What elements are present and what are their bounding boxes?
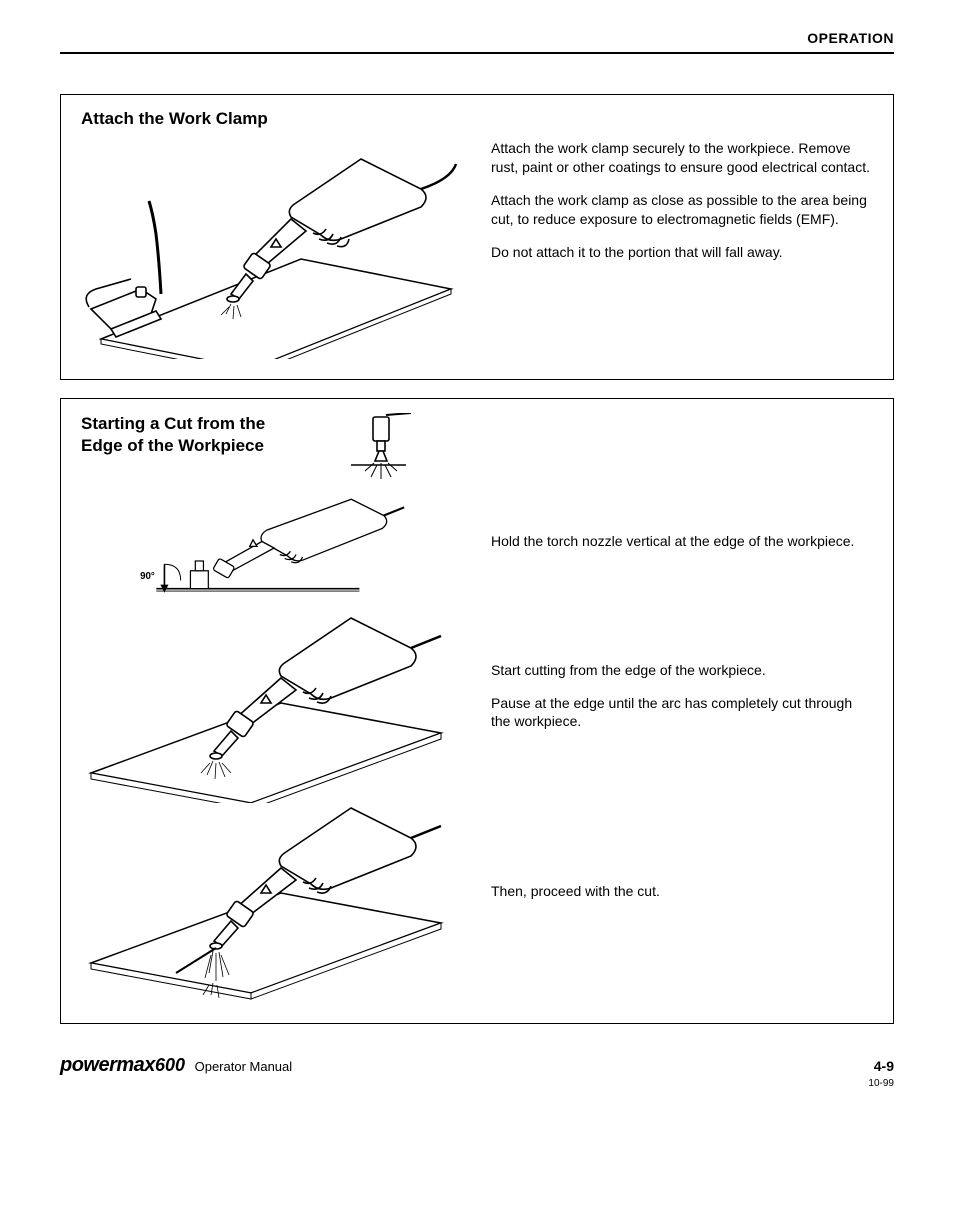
figure-step3-proceed xyxy=(81,793,451,1003)
step2-text: Start cutting from the edge of the workp… xyxy=(491,661,873,746)
panel-attach-work-clamp: Attach the Work Clamp xyxy=(60,94,894,380)
panel1-para1: Attach the work clamp securely to the wo… xyxy=(491,139,873,177)
angle-label: 90° xyxy=(140,571,155,582)
brand-name: powermax xyxy=(60,1054,155,1076)
step1-para: Hold the torch nozzle vertical at the ed… xyxy=(491,532,854,551)
panel2-title: Starting a Cut from the Edge of the Work… xyxy=(81,413,301,457)
step2-para-a: Start cutting from the edge of the workp… xyxy=(491,661,873,680)
panel1-para2: Attach the work clamp as close as possib… xyxy=(491,191,873,229)
page-footer: powermax600 Operator Manual 4-9 10-99 xyxy=(60,1054,894,1089)
step3-para: Then, proceed with the cut. xyxy=(491,882,660,901)
figure-step1-hold-vertical: 90° xyxy=(81,483,451,613)
step3-text: Then, proceed with the cut. xyxy=(491,882,660,915)
page-header: OPERATION xyxy=(60,30,894,54)
figure-torch-vertical-icon xyxy=(331,413,421,493)
step2-para-b: Pause at the edge until the arc has comp… xyxy=(491,694,873,732)
footer-left: powermax600 Operator Manual xyxy=(60,1054,292,1077)
brand-model: 600 xyxy=(155,1055,185,1075)
footer-date: 10-99 xyxy=(868,1078,894,1089)
panel1-para3: Do not attach it to the portion that wil… xyxy=(491,243,873,262)
page-number: 4-9 xyxy=(868,1058,894,1074)
manual-label: Operator Manual xyxy=(195,1059,293,1074)
figure-work-clamp xyxy=(81,139,461,359)
section-label: OPERATION xyxy=(807,30,894,46)
panel-starting-cut: Starting a Cut from the Edge of the Work… xyxy=(60,398,894,1024)
footer-right: 4-9 10-99 xyxy=(868,1058,894,1089)
step1-text: Hold the torch nozzle vertical at the ed… xyxy=(491,532,854,565)
panel1-title: Attach the Work Clamp xyxy=(81,109,873,129)
figure-step2-start-cut xyxy=(81,603,451,803)
panel1-text: Attach the work clamp securely to the wo… xyxy=(491,139,873,275)
